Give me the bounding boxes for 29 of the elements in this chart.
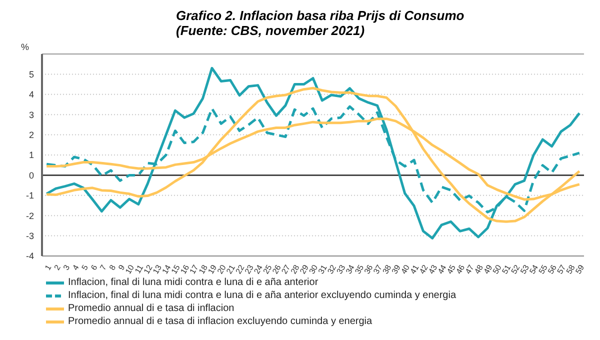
x-tick-label: 59 bbox=[574, 262, 586, 276]
y-tick-label: -2 bbox=[26, 210, 34, 221]
chart-title: Grafico 2. Inflacion basa riba Prijs di Consumo (Fuente: CBS, november 2021) bbox=[176, 8, 466, 38]
y-tick-label: 1 bbox=[28, 150, 34, 160]
y-tick-label: -3 bbox=[26, 230, 34, 241]
x-tick-label: 8 bbox=[108, 262, 118, 272]
y-tick-label: 4 bbox=[28, 90, 34, 100]
x-tick-label: 1 bbox=[43, 262, 54, 272]
legend-label: Promedio annual di e tasa di inflacion bbox=[68, 302, 234, 315]
y-tick-label: 3 bbox=[28, 110, 34, 120]
y-tick-label: 0 bbox=[28, 170, 34, 180]
x-tick-label: 7 bbox=[98, 262, 109, 272]
line-series bbox=[45, 66, 581, 240]
legend-label: Inflacion, final di luna midi contra e luna di e aña anterior bbox=[68, 276, 318, 289]
line-series bbox=[45, 86, 581, 223]
y-tick-label: 2 bbox=[28, 130, 34, 140]
x-tick-label: 35 bbox=[353, 262, 366, 276]
y-tick-label: -4 bbox=[26, 251, 34, 262]
x-tick-label: 27 bbox=[280, 262, 292, 276]
x-tick-label: 4 bbox=[70, 262, 82, 272]
y-tick-label: -1 bbox=[26, 190, 34, 201]
x-tick-label: 6 bbox=[89, 262, 100, 272]
y-axis-title: % bbox=[20, 42, 30, 52]
x-tick-label: 2 bbox=[52, 262, 63, 272]
legend-label: Inflacion, final di luna midi contra e luna di e aña anterior excluyendo cuminda y energia bbox=[68, 289, 456, 302]
legend-label: Promedio annual di e tasa di inflacion excluyendo cuminda y energia bbox=[68, 315, 372, 328]
x-tick-label: 5 bbox=[80, 262, 90, 272]
y-tick-label: 5 bbox=[28, 69, 34, 80]
x-tick-label: 3 bbox=[62, 262, 72, 272]
